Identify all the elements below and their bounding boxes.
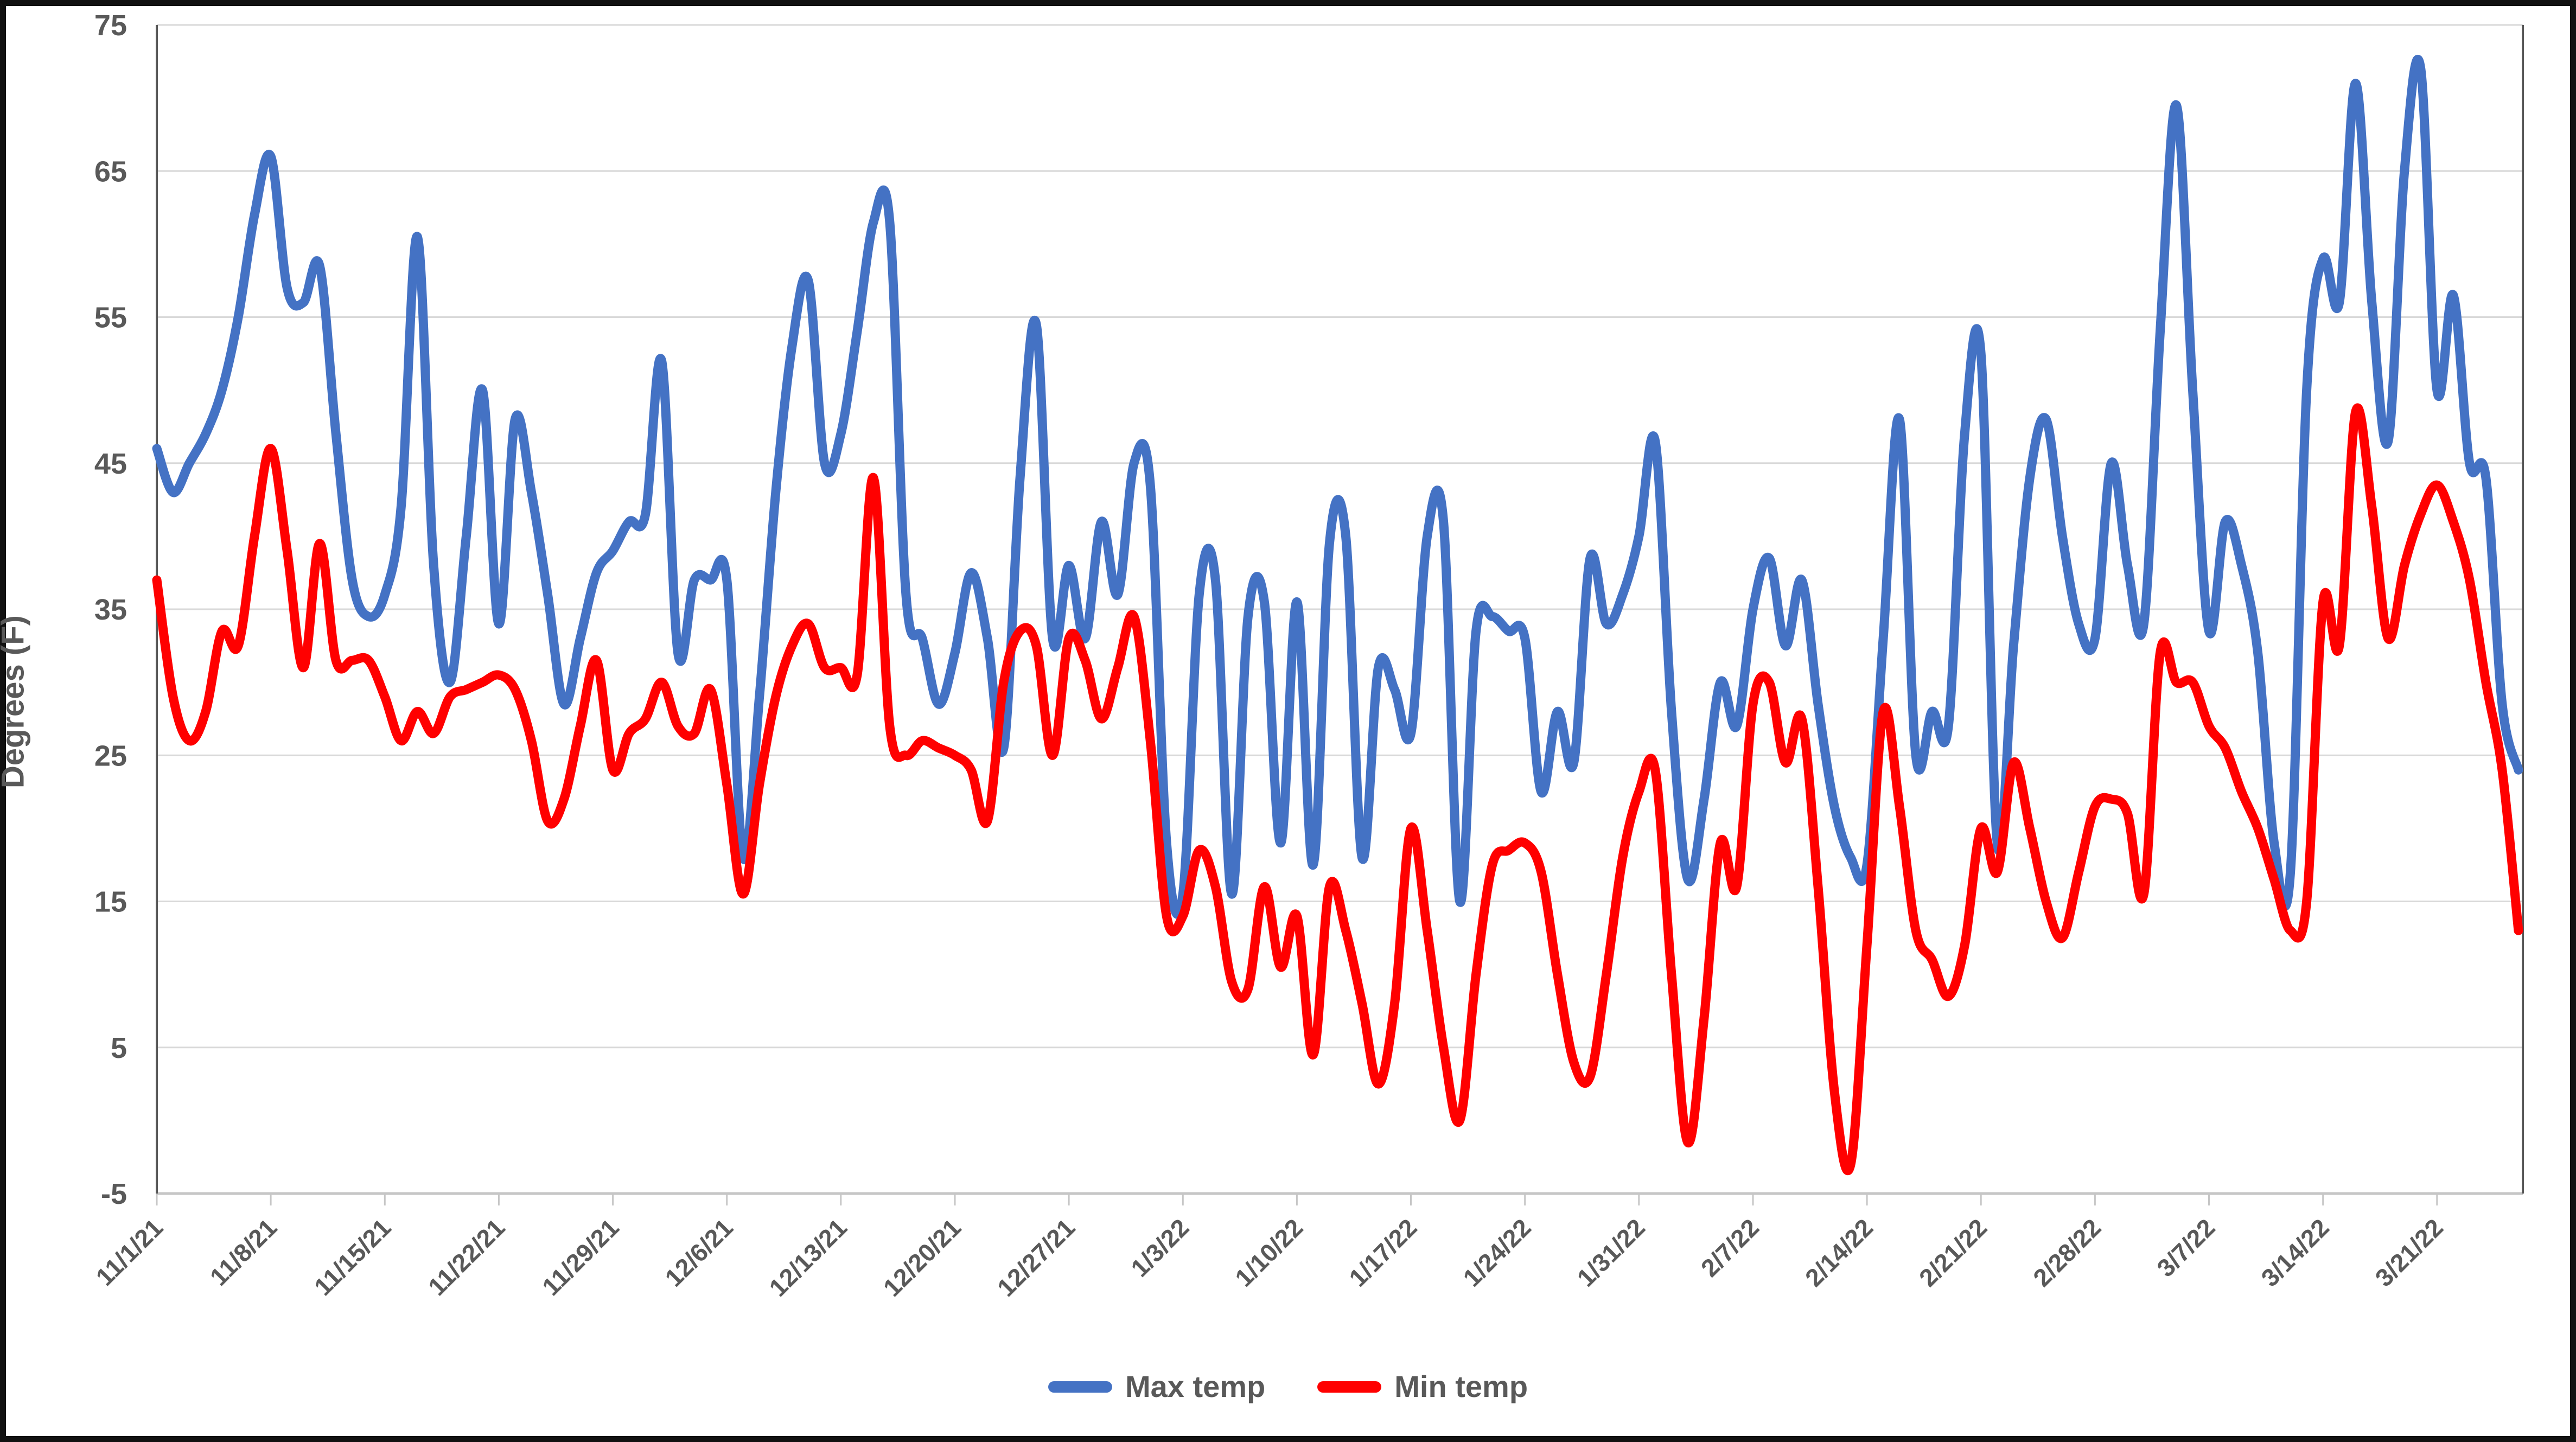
y-tick-label-35: 35 bbox=[94, 594, 127, 626]
min-temp-legend-swatch bbox=[1317, 1381, 1382, 1393]
x-tick-label-1/17/22: 1/17/22 bbox=[1343, 1213, 1422, 1292]
x-tick-label-11/1/21: 11/1/21 bbox=[91, 1213, 168, 1291]
max-temp-line[interactable] bbox=[152, 55, 2523, 919]
x-tick-label-12/27/21: 12/27/21 bbox=[992, 1213, 1080, 1301]
x-tick-label-12/20/21: 12/20/21 bbox=[878, 1213, 966, 1301]
y-tick-label-45: 45 bbox=[94, 448, 127, 480]
y-tick-label-75: 75 bbox=[94, 9, 127, 42]
y-tick-label-65: 65 bbox=[94, 155, 127, 188]
x-tick-label-12/13/21: 12/13/21 bbox=[763, 1213, 852, 1301]
y-axis-title-text: Degrees (F) bbox=[0, 615, 30, 789]
x-tick-label-3/21/22: 3/21/22 bbox=[2370, 1213, 2449, 1292]
x-tick-label-3/14/22: 3/14/22 bbox=[2255, 1213, 2334, 1292]
y-tick-label-25: 25 bbox=[94, 739, 127, 772]
x-tick-label-1/10/22: 1/10/22 bbox=[1229, 1213, 1308, 1292]
legend-item-min-temp[interactable]: Min temp bbox=[1317, 1371, 1528, 1402]
x-tick-label-1/31/22: 1/31/22 bbox=[1572, 1213, 1650, 1292]
plot-area: 11/1/21 11/8/21 11/15/21 11/22/21 11/29/21 12… bbox=[91, 9, 2524, 1302]
chart-legend: Max temp Min temp bbox=[6, 1362, 2570, 1411]
y-tick-label-15: 15 bbox=[94, 886, 127, 918]
x-tick-label-11/15/21: 11/15/21 bbox=[309, 1213, 397, 1301]
legend-item-max-temp[interactable]: Max temp bbox=[1048, 1371, 1265, 1402]
y-tick-label--5: -5 bbox=[101, 1178, 127, 1210]
x-tick-label-2/14/22: 2/14/22 bbox=[1800, 1213, 1878, 1292]
y-tick-label-5: 5 bbox=[111, 1032, 127, 1064]
x-tick-label-12/6/21: 12/6/21 bbox=[659, 1213, 738, 1292]
x-tick-label-11/22/21: 11/22/21 bbox=[423, 1213, 511, 1301]
x-tick-label-1/24/22: 1/24/22 bbox=[1457, 1213, 1536, 1292]
max-temp-legend-swatch bbox=[1048, 1381, 1112, 1393]
min-temp-legend-label: Min temp bbox=[1394, 1369, 1528, 1403]
x-tick-label-11/29/21: 11/29/21 bbox=[537, 1213, 624, 1301]
x-tick-label-2/7/22: 2/7/22 bbox=[1695, 1213, 1764, 1282]
max-temp-legend-label: Max temp bbox=[1125, 1369, 1266, 1403]
y-tick-label-55: 55 bbox=[94, 302, 127, 334]
x-tick-label-3/7/22: 3/7/22 bbox=[2151, 1213, 2220, 1282]
x-tick-label-11/8/21: 11/8/21 bbox=[205, 1213, 282, 1291]
x-tick-label-1/3/22: 1/3/22 bbox=[1125, 1213, 1194, 1282]
min-temp-line[interactable] bbox=[152, 403, 2523, 1176]
x-tick-label-2/28/22: 2/28/22 bbox=[2027, 1213, 2106, 1292]
x-tick-label-2/21/22: 2/21/22 bbox=[1914, 1213, 1992, 1292]
